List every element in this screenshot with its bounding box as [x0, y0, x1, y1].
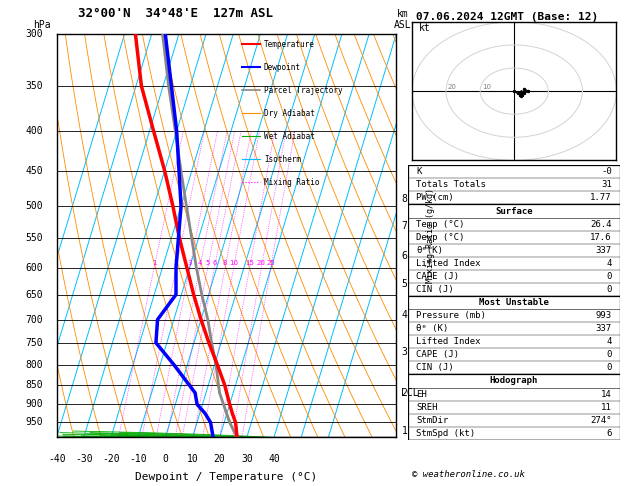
Text: 11: 11 [601, 402, 611, 412]
Text: θᵉ(K): θᵉ(K) [416, 246, 443, 255]
Text: 4: 4 [606, 259, 611, 268]
Text: 450: 450 [25, 166, 43, 175]
Text: 1.77: 1.77 [590, 193, 611, 203]
Text: 1: 1 [152, 260, 157, 265]
Text: 8: 8 [223, 260, 227, 265]
Text: hPa: hPa [33, 20, 50, 30]
Text: 950: 950 [25, 417, 43, 428]
Text: 32°00'N  34°48'E  127m ASL: 32°00'N 34°48'E 127m ASL [78, 7, 273, 20]
Text: 6: 6 [212, 260, 216, 265]
Text: 20: 20 [448, 84, 457, 90]
Text: Totals Totals: Totals Totals [416, 180, 486, 190]
Text: Hodograph: Hodograph [490, 377, 538, 385]
Text: Temp (°C): Temp (°C) [416, 220, 464, 228]
Text: 0: 0 [606, 350, 611, 359]
Text: Lifted Index: Lifted Index [416, 337, 481, 346]
Text: -30: -30 [75, 453, 92, 464]
Text: 40: 40 [268, 453, 280, 464]
Text: -10: -10 [130, 453, 147, 464]
Text: 10: 10 [229, 260, 238, 265]
Text: 14: 14 [601, 390, 611, 399]
Text: Dewp (°C): Dewp (°C) [416, 233, 464, 242]
Text: SREH: SREH [416, 402, 438, 412]
Text: Isotherm: Isotherm [264, 155, 301, 164]
Text: Temperature: Temperature [264, 39, 314, 49]
Text: LCL: LCL [401, 388, 419, 398]
Text: 337: 337 [596, 324, 611, 333]
Text: kt: kt [419, 23, 431, 33]
Text: 31: 31 [601, 180, 611, 190]
Text: CIN (J): CIN (J) [416, 285, 454, 294]
Text: 0: 0 [162, 453, 168, 464]
Text: 400: 400 [25, 126, 43, 136]
Text: 750: 750 [25, 338, 43, 348]
Text: 6: 6 [606, 429, 611, 438]
Text: Wet Adiabat: Wet Adiabat [264, 132, 314, 140]
Text: 10: 10 [187, 453, 198, 464]
Text: 500: 500 [25, 201, 43, 211]
Text: 800: 800 [25, 360, 43, 369]
Text: 900: 900 [25, 399, 43, 409]
Text: Dry Adiabat: Dry Adiabat [264, 108, 314, 118]
Text: © weatheronline.co.uk: © weatheronline.co.uk [412, 470, 525, 479]
Text: 0: 0 [606, 285, 611, 294]
Text: 550: 550 [25, 233, 43, 243]
Text: 274°: 274° [590, 416, 611, 425]
Text: 07.06.2024 12GMT (Base: 12): 07.06.2024 12GMT (Base: 12) [416, 12, 599, 22]
Text: 20: 20 [214, 453, 226, 464]
Text: 700: 700 [25, 314, 43, 325]
Text: 993: 993 [596, 311, 611, 320]
Text: 350: 350 [25, 81, 43, 91]
Text: 0: 0 [606, 364, 611, 372]
Text: 5: 5 [206, 260, 210, 265]
Text: Mixing Ratio (g/kg): Mixing Ratio (g/kg) [426, 188, 435, 283]
Text: km
ASL: km ASL [394, 9, 412, 30]
Text: Parcel Trajectory: Parcel Trajectory [264, 86, 342, 95]
Text: 20: 20 [257, 260, 266, 265]
Text: 4: 4 [606, 337, 611, 346]
Text: K: K [416, 167, 421, 176]
Text: Dewpoint / Temperature (°C): Dewpoint / Temperature (°C) [135, 472, 318, 482]
Text: Most Unstable: Most Unstable [479, 298, 549, 307]
Text: Mixing Ratio: Mixing Ratio [264, 177, 320, 187]
Text: 2: 2 [174, 260, 178, 265]
Text: θᵉ (K): θᵉ (K) [416, 324, 448, 333]
Text: -0: -0 [601, 167, 611, 176]
Text: 17.6: 17.6 [590, 233, 611, 242]
Text: 0: 0 [606, 272, 611, 281]
Text: 4: 4 [401, 310, 407, 320]
Text: 600: 600 [25, 262, 43, 273]
Text: 1: 1 [401, 426, 407, 436]
Text: 7: 7 [401, 221, 407, 231]
Text: Surface: Surface [495, 207, 533, 215]
Text: Pressure (mb): Pressure (mb) [416, 311, 486, 320]
Text: 10: 10 [482, 84, 491, 90]
Text: 4: 4 [198, 260, 202, 265]
Text: 3: 3 [187, 260, 192, 265]
Text: -20: -20 [102, 453, 120, 464]
Text: 650: 650 [25, 290, 43, 299]
Text: 5: 5 [401, 279, 407, 289]
Text: 30: 30 [241, 453, 253, 464]
Text: 26.4: 26.4 [590, 220, 611, 228]
Text: Lifted Index: Lifted Index [416, 259, 481, 268]
Text: CIN (J): CIN (J) [416, 364, 454, 372]
Text: EH: EH [416, 390, 427, 399]
Text: PW (cm): PW (cm) [416, 193, 454, 203]
Text: 25: 25 [267, 260, 275, 265]
Text: -40: -40 [48, 453, 65, 464]
Text: 2: 2 [401, 388, 407, 398]
Text: 8: 8 [401, 194, 407, 205]
Text: StmSpd (kt): StmSpd (kt) [416, 429, 476, 438]
Text: 337: 337 [596, 246, 611, 255]
Text: 850: 850 [25, 380, 43, 390]
Text: 300: 300 [25, 29, 43, 39]
Text: StmDir: StmDir [416, 416, 448, 425]
Text: CAPE (J): CAPE (J) [416, 272, 459, 281]
Text: 3: 3 [401, 347, 407, 357]
Text: CAPE (J): CAPE (J) [416, 350, 459, 359]
Text: 6: 6 [401, 251, 407, 261]
Text: Dewpoint: Dewpoint [264, 63, 301, 71]
Text: 15: 15 [245, 260, 254, 265]
